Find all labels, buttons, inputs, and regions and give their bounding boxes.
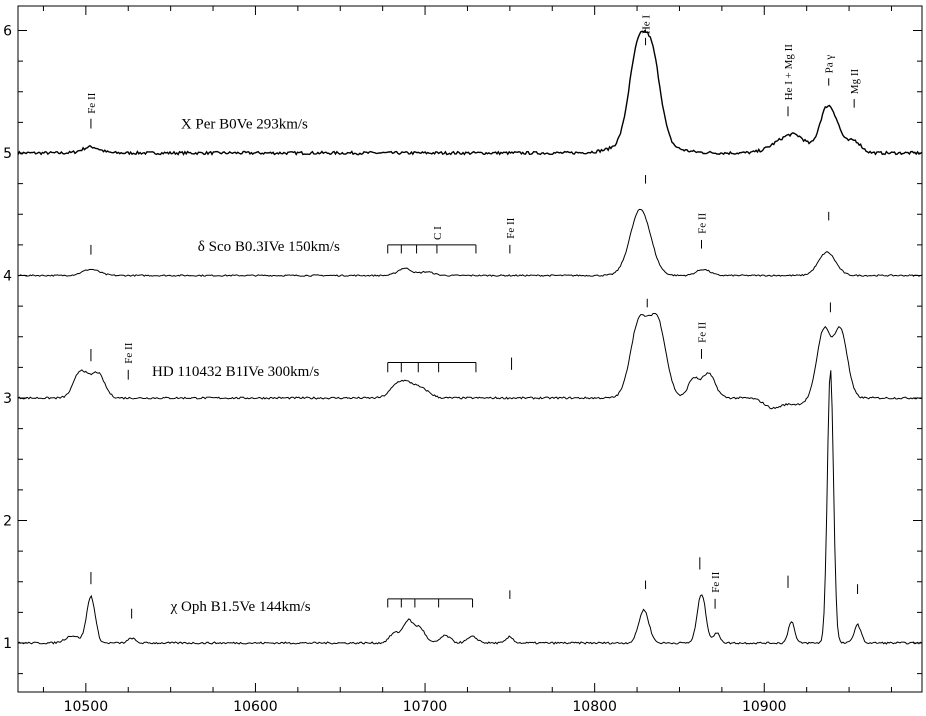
axes-group: 10500 10600 10700 10800 10900 1 2 3 4 5 6: [3, 6, 922, 715]
line-id-label: Pa γ: [824, 55, 836, 74]
y-tick-label: 4: [3, 269, 12, 285]
spectrum-line-0: [17, 29, 923, 156]
line-id-label: Fe II: [710, 571, 722, 592]
star-label: X Per B0Ve 293km/s: [181, 117, 308, 133]
line-id-label: Fe II: [86, 92, 98, 113]
spectrum-line-1: [18, 208, 922, 277]
x-tick-label: 10600: [233, 699, 278, 715]
line-id-label: Fe II: [123, 342, 135, 363]
x-tick-label: 10700: [403, 699, 448, 715]
line-id-label: Mg II: [849, 69, 861, 95]
spectrum-line-3: [17, 370, 922, 645]
plot-frame: [17, 5, 923, 693]
line-id-label: Fe II: [697, 212, 709, 233]
line-id-label: C I: [432, 226, 444, 240]
star-label: δ Sco B0.3IVe 150km/s: [198, 239, 340, 255]
star-label: χ Oph B1.5Ve 144km/s: [170, 599, 311, 615]
y-tick-label: 2: [3, 514, 12, 530]
line-id-label: He I + Mg II: [783, 44, 795, 101]
line-id-label: Fe II: [697, 321, 709, 342]
line-id-label: Fe II: [505, 217, 517, 238]
x-tick-label: 10800: [572, 699, 617, 715]
spectrum-line-2: [17, 313, 922, 410]
line-id-label: He I: [641, 15, 653, 35]
y-tick-label: 3: [3, 391, 12, 407]
y-tick-label: 5: [3, 146, 12, 162]
y-tick-label: 6: [3, 24, 12, 40]
star-label: HD 110432 B1IVe 300km/s: [152, 364, 320, 380]
y-tick-label: 1: [3, 636, 12, 652]
annotation-group: Fe II He I He I + Mg II Pa γ Mg II C I Fe II Fe…: [86, 15, 861, 619]
spectra-group: [17, 29, 923, 645]
x-tick-label: 10900: [742, 699, 787, 715]
x-tick-label: 10500: [64, 699, 109, 715]
